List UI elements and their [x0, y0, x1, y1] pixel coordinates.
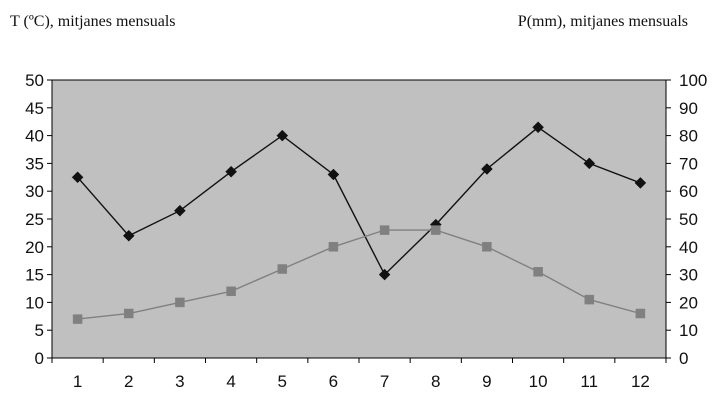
- x-axis-tick-label: 9: [482, 372, 491, 391]
- right-axis-tick-label: 10: [679, 321, 698, 340]
- square-marker: [277, 264, 288, 274]
- diamond-marker: [327, 168, 340, 181]
- square-marker: [328, 242, 339, 252]
- square-marker: [72, 314, 83, 324]
- right-axis-tick-label: 50: [679, 210, 698, 229]
- diamond-marker: [481, 163, 493, 175]
- square-marker: [124, 308, 134, 319]
- square-marker: [635, 308, 646, 319]
- left-axis-tick-label: 20: [25, 238, 44, 257]
- left-axis-tick-label: 10: [25, 293, 44, 312]
- diamond-marker: [225, 165, 237, 178]
- square-marker: [175, 297, 185, 308]
- left-axis-tick-label: 5: [35, 321, 44, 340]
- x-axis-tick-label: 3: [175, 372, 184, 391]
- x-axis-tick-label: 12: [631, 372, 650, 391]
- x-axis-tick-label: 10: [529, 372, 548, 391]
- x-axis-tick-label: 6: [329, 372, 338, 391]
- diamond-marker: [174, 204, 186, 217]
- x-axis-tick-label: 7: [380, 372, 389, 391]
- left-axis-title: T (ºC), mitjanes mensuals: [10, 13, 176, 30]
- left-axis-tick-label: 15: [25, 266, 44, 285]
- right-axis-tick-label: 20: [679, 293, 698, 312]
- x-axis-tick-label: 4: [226, 372, 235, 391]
- right-axis-tick-label: 90: [679, 99, 698, 118]
- left-axis-tick-label: 25: [25, 210, 44, 229]
- square-marker: [533, 267, 543, 277]
- diamond-marker: [583, 157, 596, 170]
- diamond-marker: [122, 229, 135, 242]
- right-axis-tick-label: 30: [679, 266, 698, 285]
- right-axis-tick-label: 40: [679, 238, 698, 257]
- x-axis-tick-label: 5: [278, 372, 287, 391]
- right-axis-tick-label: 80: [679, 127, 698, 146]
- series-line-square: [77, 229, 641, 320]
- series-line-diamond: [77, 126, 641, 276]
- square-marker: [584, 294, 595, 305]
- right-axis-tick-label: 0: [679, 349, 688, 368]
- plot-area: [51, 79, 667, 359]
- diamond-marker: [634, 177, 647, 189]
- left-axis-tick-label: 40: [25, 127, 44, 146]
- x-axis-tick-label: 1: [73, 372, 82, 391]
- diamond-marker: [276, 129, 289, 142]
- diamond-marker: [378, 268, 391, 281]
- x-axis-tick-label: 11: [580, 372, 598, 391]
- x-axis-tick-label: 2: [124, 372, 133, 391]
- left-axis-tick-label: 30: [25, 182, 44, 201]
- square-marker: [482, 242, 492, 252]
- diamond-marker: [532, 121, 544, 134]
- square-marker: [431, 225, 441, 235]
- left-axis-tick-label: 50: [25, 71, 44, 90]
- square-marker: [379, 225, 390, 235]
- right-axis-tick-label: 100: [679, 71, 707, 90]
- diamond-marker: [71, 171, 84, 184]
- left-axis-tick-label: 45: [25, 99, 44, 118]
- square-marker: [226, 286, 236, 297]
- right-axis-tick-label: 70: [679, 154, 698, 173]
- right-axis-tick-label: 60: [679, 182, 698, 201]
- x-axis-tick-label: 8: [431, 372, 440, 391]
- right-axis-title: P(mm), mitjanes mensuals: [518, 13, 688, 30]
- left-axis-tick-label: 35: [25, 154, 44, 173]
- left-axis-tick-label: 0: [35, 349, 44, 368]
